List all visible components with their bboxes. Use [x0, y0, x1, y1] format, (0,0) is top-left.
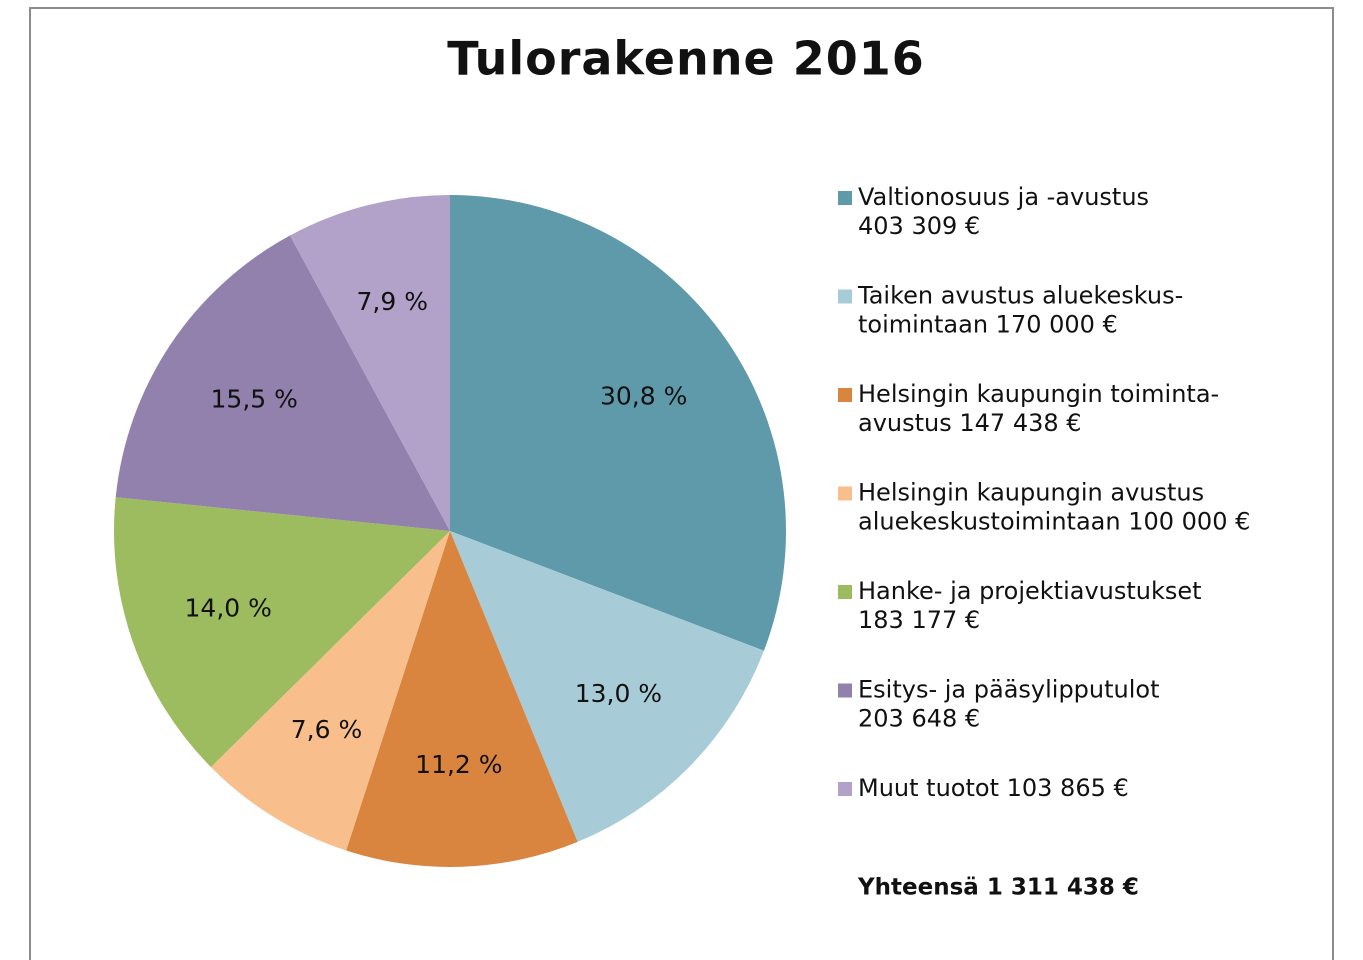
chart-title: Tulorakenne 2016 — [447, 32, 924, 86]
pie-slice — [450, 195, 786, 651]
legend-label: aluekeskustoimintaan 100 000 € — [858, 508, 1250, 536]
data-label: 11,2 % — [415, 750, 502, 779]
legend-swatch — [838, 683, 852, 698]
data-label: 13,0 % — [575, 679, 662, 708]
legend-label: Hanke- ja projektiavustukset — [858, 577, 1202, 605]
legend-swatch — [838, 585, 852, 599]
legend-label: avustus 147 438 € — [858, 409, 1082, 437]
data-label: 15,5 % — [211, 385, 298, 414]
legend-swatch — [838, 191, 852, 205]
legend-label: Esitys- ja pääsylipputulot — [858, 676, 1160, 704]
total: Yhteensä 1 311 438 € — [857, 875, 1139, 901]
pie-slice — [450, 531, 764, 842]
pie-slice — [114, 497, 450, 768]
pie-slice — [289, 195, 450, 531]
legend-label: Helsingin kaupungin toiminta- — [858, 380, 1219, 408]
legend-label: Muut tuotot 103 865 € — [858, 774, 1129, 802]
legend-label: Helsingin kaupungin avustus — [858, 479, 1204, 507]
pie-slice — [346, 531, 578, 867]
legend-label: 203 648 € — [858, 705, 980, 733]
legend-swatch — [838, 388, 852, 402]
legend-swatch — [838, 486, 852, 501]
data-label: 14,0 % — [185, 593, 272, 622]
legend-label: toimintaan 170 000 € — [858, 311, 1118, 339]
legend-label: Valtionosuus ja -avustus — [858, 183, 1149, 211]
data-label: 7,6 % — [291, 715, 362, 744]
data-label: 7,9 % — [356, 287, 427, 316]
legend-swatch — [838, 782, 852, 796]
legend-label: Taiken avustus aluekeskus- — [857, 282, 1183, 310]
legend-label: 183 177 € — [858, 606, 980, 634]
data-label: 30,8 % — [600, 382, 687, 411]
pie-slice — [115, 235, 450, 531]
pie-slice — [210, 531, 450, 851]
legend-swatch — [838, 289, 852, 304]
legend-label: 403 309 € — [858, 212, 980, 240]
